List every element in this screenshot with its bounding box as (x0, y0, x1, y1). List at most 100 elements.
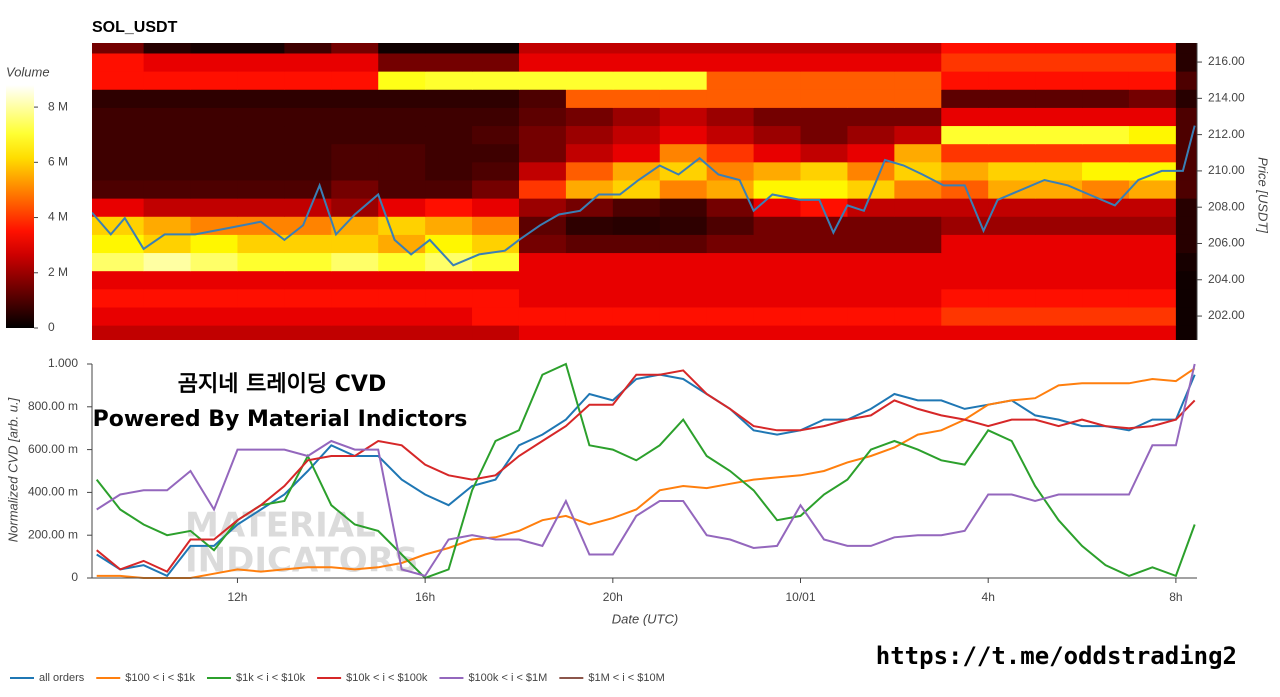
heat-cell (659, 252, 708, 272)
heat-cell (894, 234, 942, 254)
heat-cell (284, 198, 332, 217)
heatmap (92, 43, 1197, 340)
heat-cell (1035, 89, 1083, 108)
heat-cell (190, 89, 238, 108)
heat-cell (753, 143, 802, 163)
heat-cell (659, 325, 708, 340)
heat-cell (659, 288, 708, 308)
heat-cell (706, 161, 755, 181)
heat-cell (706, 125, 755, 145)
heat-cell (378, 306, 426, 326)
legend-label: all orders (39, 672, 85, 684)
heat-cell (988, 125, 1036, 145)
heat-cell (894, 143, 942, 163)
heat-cell (941, 161, 989, 181)
heat-cell (847, 107, 895, 127)
colorbar-tick-label: 8 M (48, 99, 68, 113)
heat-cell (565, 125, 614, 145)
heat-cell (190, 252, 238, 272)
heat-cell (1035, 306, 1083, 326)
heat-cell (988, 71, 1036, 90)
heat-cell (472, 306, 520, 326)
heat-cell (565, 288, 614, 308)
heat-cell (518, 52, 567, 72)
heat-cell (1035, 270, 1083, 290)
heat-cell (518, 89, 567, 108)
heat-cell (1082, 161, 1130, 181)
heat-cell (143, 288, 192, 308)
heat-cell (472, 89, 520, 108)
watermark: MATERIAL (185, 506, 376, 546)
heat-cell (800, 288, 848, 308)
heat-cell (92, 107, 145, 127)
heat-cell (518, 306, 567, 326)
heat-cell (1082, 288, 1130, 308)
heat-cell (284, 161, 332, 181)
heat-cell (518, 161, 567, 181)
heat-cell (518, 125, 567, 145)
heat-cell (1175, 306, 1197, 326)
heat-cell (988, 252, 1036, 272)
heat-cell (92, 325, 145, 340)
heat-cell (753, 198, 802, 217)
heat-cell (988, 52, 1036, 72)
heat-cell (659, 216, 708, 235)
heat-cell (518, 179, 567, 199)
heat-cell (331, 198, 379, 217)
heat-cell (847, 198, 895, 217)
heat-cell (800, 179, 848, 199)
heat-cell (612, 52, 661, 72)
heat-cell (1175, 198, 1197, 217)
heat-cell (1175, 270, 1197, 290)
heat-cell (706, 252, 755, 272)
heat-cell (237, 306, 285, 326)
heat-cell (988, 179, 1036, 199)
heat-cell (190, 288, 238, 308)
heat-cell (565, 143, 614, 163)
heat-cell (143, 43, 192, 54)
heat-cell (237, 179, 285, 199)
y-tick-label: 400.00 m (28, 485, 78, 499)
heat-cell (518, 43, 567, 54)
heat-cell (800, 161, 848, 181)
heat-cell (659, 143, 708, 163)
heat-cell (143, 252, 192, 272)
heat-cell (1035, 216, 1083, 235)
cvd-plot: MATERIAL INDICATORS (95, 362, 1196, 580)
heat-cell (612, 143, 661, 163)
heat-cell (1175, 143, 1197, 163)
heat-cell (190, 179, 238, 199)
heat-cell (1128, 306, 1177, 326)
heat-cell (1128, 288, 1177, 308)
heat-cell (1082, 306, 1130, 326)
heat-cell (988, 107, 1036, 127)
heat-cell (659, 125, 708, 145)
heat-cell (753, 306, 802, 326)
heat-cell (565, 179, 614, 199)
y-axis-title: Price [USDT] (1256, 157, 1271, 233)
heat-cell (1175, 216, 1197, 235)
heat-cell (1128, 270, 1177, 290)
heat-cell (472, 52, 520, 72)
heat-cell (1128, 143, 1177, 163)
heat-cell (237, 52, 285, 72)
heat-cell (894, 216, 942, 235)
heat-cell (331, 71, 379, 90)
heat-cell (331, 252, 379, 272)
y-tick-label: 600.00 m (28, 442, 78, 456)
heat-cell (1128, 52, 1177, 72)
heat-cell (331, 325, 379, 340)
heat-cell (143, 270, 192, 290)
heat-cell (988, 89, 1036, 108)
heat-cell (378, 143, 426, 163)
heat-cell (425, 71, 473, 90)
heat-cell (1128, 252, 1177, 272)
heat-cell (706, 306, 755, 326)
heat-cell (988, 325, 1036, 340)
heat-cell (284, 325, 332, 340)
heat-cell (988, 43, 1036, 54)
colorbar (6, 85, 34, 328)
heat-cell (143, 52, 192, 72)
colorbar-tick-label: 4 M (48, 210, 68, 224)
heat-cell (847, 216, 895, 235)
